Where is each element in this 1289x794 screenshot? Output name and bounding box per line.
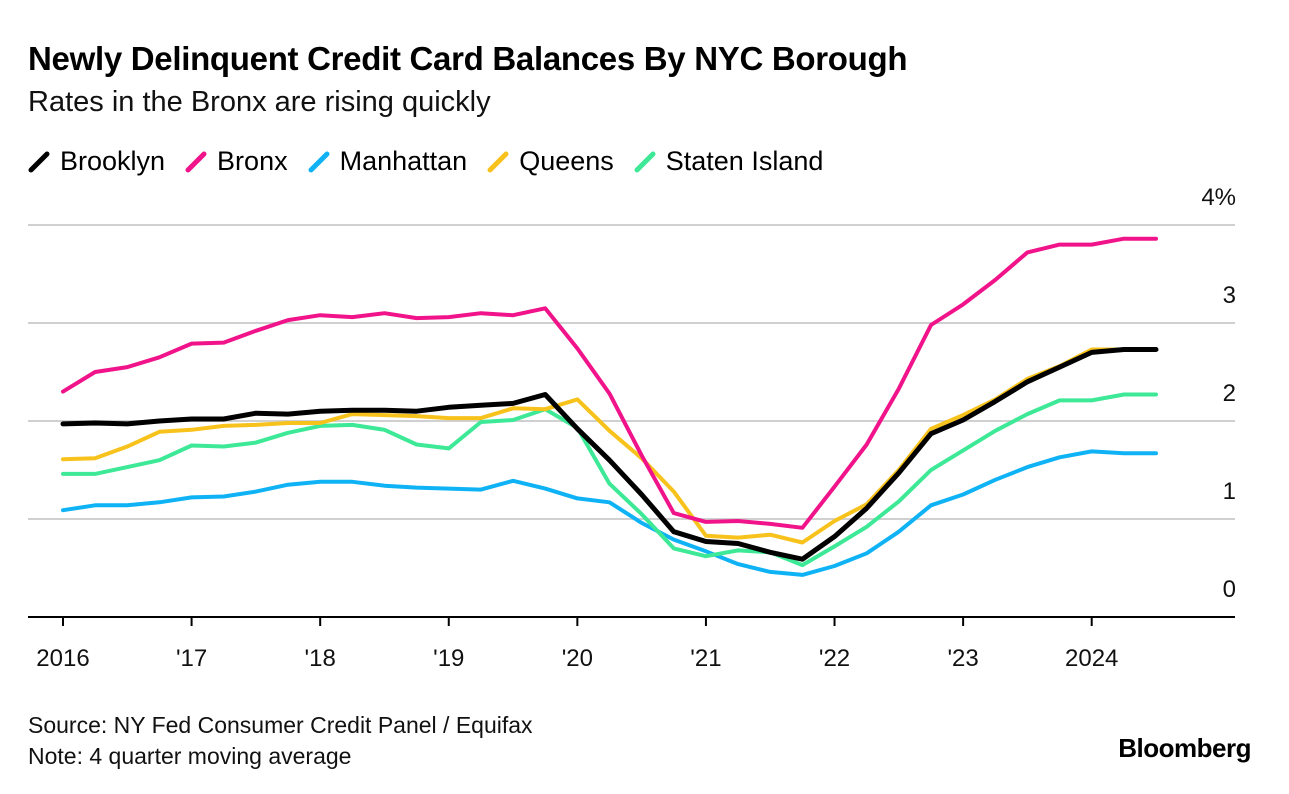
legend-label: Manhattan bbox=[339, 146, 468, 176]
chart-footer: Source: NY Fed Consumer Credit Panel / E… bbox=[28, 710, 533, 772]
legend-label: Queens bbox=[519, 146, 614, 176]
x-tick-label: '21 bbox=[690, 645, 721, 672]
legend-swatch bbox=[487, 151, 509, 172]
legend-item-manhattan: Manhattan bbox=[308, 146, 468, 177]
y-tick-label: 4% bbox=[1201, 184, 1236, 211]
legend-label: Brooklyn bbox=[60, 146, 166, 176]
legend-swatch bbox=[28, 151, 50, 172]
source-note: Source: NY Fed Consumer Credit Panel / E… bbox=[28, 712, 533, 738]
bloomberg-logo: Bloomberg bbox=[1118, 733, 1251, 763]
y-tick-label: 2 bbox=[1223, 380, 1236, 407]
series-line-brooklyn bbox=[60, 347, 1159, 562]
chart-title: Newly Delinquent Credit Card Balances By… bbox=[28, 40, 908, 77]
y-tick-label: 1 bbox=[1223, 478, 1236, 505]
legend-swatch bbox=[185, 151, 207, 172]
legend-label: Staten Island bbox=[665, 146, 824, 176]
legend-swatch-line bbox=[487, 151, 509, 172]
series-line-queens bbox=[61, 347, 1158, 545]
legend-swatch-line bbox=[634, 151, 656, 172]
legend-swatch-line bbox=[308, 151, 330, 172]
x-tick-label: '18 bbox=[305, 645, 336, 672]
x-tick-label: '20 bbox=[562, 645, 593, 672]
legend-item-bronx: Bronx bbox=[185, 146, 288, 177]
legend-label: Bronx bbox=[217, 146, 288, 176]
y-tick-label: 3 bbox=[1223, 282, 1236, 309]
chart-subtitle: Rates in the Bronx are rising quickly bbox=[28, 86, 491, 118]
series-line-staten-island bbox=[61, 392, 1158, 568]
method-note: Note: 4 quarter moving average bbox=[28, 743, 352, 769]
legend-swatch-line bbox=[185, 151, 207, 172]
series-line-bronx bbox=[61, 236, 1158, 530]
x-tick-label: '17 bbox=[176, 645, 207, 672]
x-tick-label: '19 bbox=[433, 645, 464, 672]
x-tick-label: '22 bbox=[819, 645, 850, 672]
legend-item-staten-island: Staten Island bbox=[634, 146, 824, 177]
x-tick-label: '23 bbox=[947, 645, 978, 672]
x-tick-label: 2016 bbox=[36, 645, 89, 672]
legend-item-brooklyn: Brooklyn bbox=[28, 146, 165, 177]
x-tick-label: 2024 bbox=[1065, 645, 1118, 672]
legend-item-queens: Queens bbox=[487, 146, 614, 177]
chart-legend: Brooklyn Bronx Manhattan Queens Staten Islan… bbox=[28, 146, 843, 177]
y-tick-label: 0 bbox=[1223, 576, 1236, 603]
legend-swatch bbox=[308, 151, 330, 172]
series-line-manhattan bbox=[61, 449, 1158, 577]
legend-swatch bbox=[634, 151, 656, 172]
legend-swatch-line bbox=[28, 151, 50, 172]
